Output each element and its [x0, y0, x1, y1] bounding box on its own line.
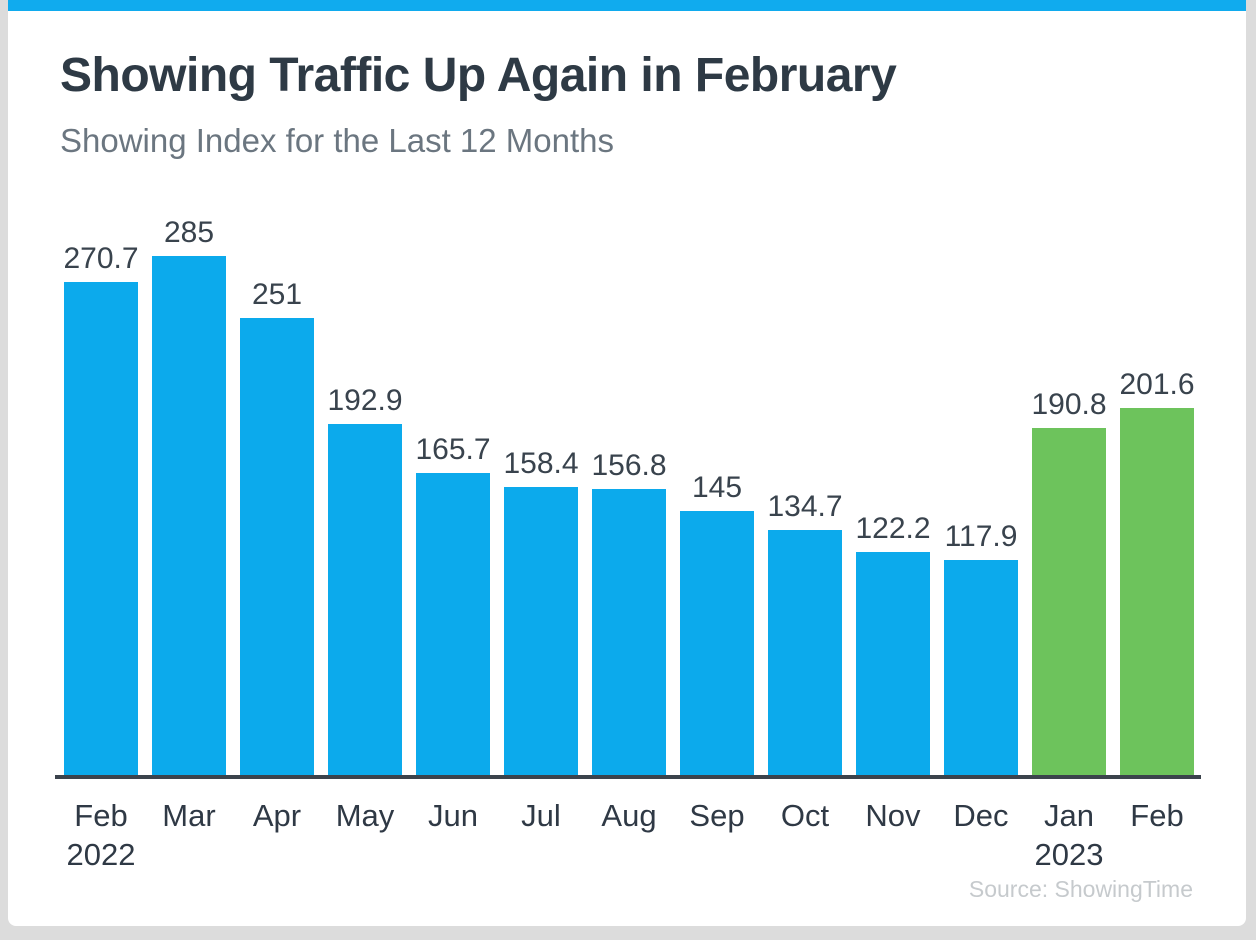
bar-value-label: 251	[251, 278, 303, 311]
bar	[240, 318, 314, 775]
top-accent-stripe	[8, 0, 1246, 11]
bar-value-label: 134.7	[767, 490, 843, 523]
x-axis-line	[55, 775, 1201, 779]
month-label: Nov	[865, 798, 921, 833]
bar	[64, 282, 138, 775]
bar-column: 190.8	[1031, 388, 1107, 775]
month-label: Feb 2022	[66, 798, 136, 872]
source-credit: Source: ShowingTime	[968, 876, 1193, 902]
bar-column: 251	[240, 278, 314, 775]
month-label: Jun	[428, 798, 478, 833]
month-label: Sep	[689, 798, 745, 833]
bar-value-label: 158.4	[503, 447, 579, 480]
bar-column: 122.2	[855, 512, 931, 775]
bar-value-label: 190.8	[1031, 388, 1107, 421]
bar-column: 201.6	[1119, 368, 1195, 775]
chart-subtitle: Showing Index for the Last 12 Months	[60, 122, 615, 159]
chart-title: Showing Traffic Up Again in February	[60, 49, 897, 102]
month-label: Jul	[521, 798, 561, 833]
bar	[416, 473, 490, 775]
bar	[504, 487, 578, 775]
bar-value-label: 192.9	[327, 384, 403, 417]
chart-card: Showing Traffic Up Again in February Sho…	[8, 0, 1246, 926]
month-label: Mar	[162, 798, 216, 833]
bar-value-label: 117.9	[944, 520, 1018, 553]
month-label: Apr	[252, 798, 302, 833]
bar-column: 192.9	[327, 384, 403, 775]
month-labels: Feb 2022 Mar Apr May Jun Jul Aug Sep Oct Nov Dec Jan…	[64, 797, 1194, 875]
bar	[944, 560, 1018, 775]
bar-column: 270.7	[63, 242, 139, 775]
bar-value-label: 145	[691, 471, 743, 504]
bar	[680, 511, 754, 775]
bar	[768, 530, 842, 775]
month-label: Jan 2023	[1034, 798, 1104, 872]
month-label: Dec	[953, 798, 1009, 833]
bar	[1120, 408, 1194, 775]
bar-value-label: 122.2	[855, 512, 931, 545]
bar-column: 134.7	[767, 490, 843, 775]
bar	[328, 424, 402, 775]
bar-column: 158.4	[503, 447, 579, 775]
month-label: Aug	[601, 798, 657, 833]
bar	[152, 256, 226, 775]
bar	[1032, 428, 1106, 775]
month-label: Oct	[780, 798, 830, 833]
bar-column: 165.7	[415, 433, 491, 775]
bar-value-label: 285	[163, 216, 215, 249]
month-label: Feb	[1130, 798, 1184, 833]
bar-columns: 270.7 285 251 192.9 165.7 158.4 156.8 145 134.7 1…	[63, 215, 1195, 775]
month-label: May	[335, 798, 395, 833]
bar-value-label: 201.6	[1119, 368, 1195, 401]
bar-column: 156.8	[591, 449, 667, 775]
bar-column: 117.9	[944, 520, 1018, 775]
bar	[592, 489, 666, 775]
bar	[856, 552, 930, 775]
bar-value-label: 156.8	[591, 449, 667, 482]
bar-column: 285	[152, 216, 226, 775]
bar-value-label: 165.7	[415, 433, 491, 466]
bar-value-label: 270.7	[63, 242, 139, 275]
bar-column: 145	[680, 471, 754, 775]
